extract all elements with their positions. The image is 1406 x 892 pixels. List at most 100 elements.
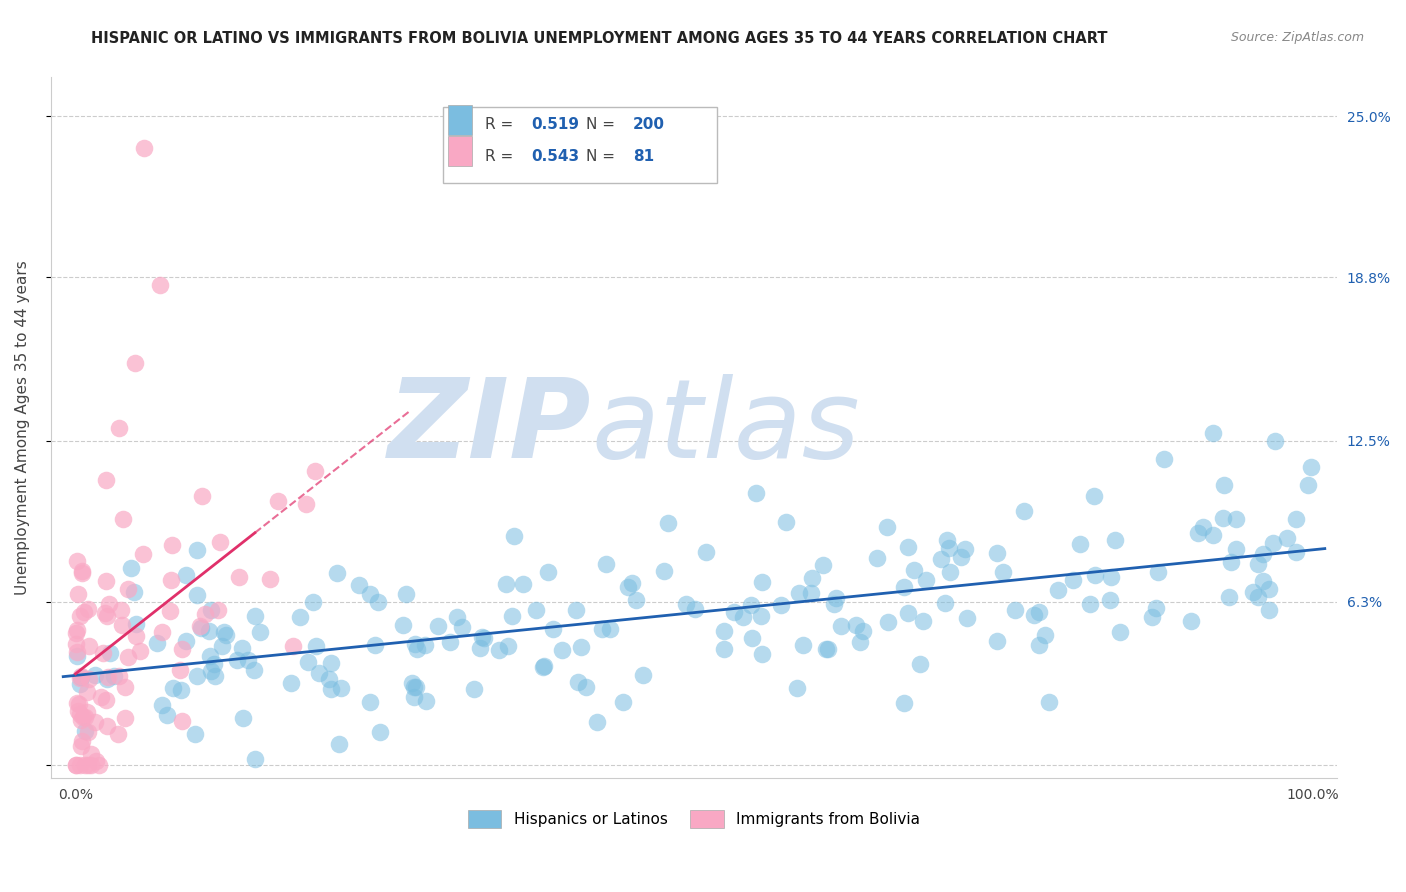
Point [463, 682, 485, 697]
Point [877, 615, 900, 629]
Point [1225, 512, 1247, 526]
Point [111, 511, 134, 525]
Point [787, 586, 810, 600]
Point [146, 635, 169, 649]
Point [801, 571, 824, 585]
Point [243, 752, 266, 766]
Point [77, 758, 100, 772]
Point [326, 566, 349, 580]
Point [1264, 434, 1286, 448]
Point [212, 625, 235, 640]
Point [209, 535, 232, 549]
Point [1069, 537, 1091, 551]
Point [495, 577, 517, 591]
Point [471, 630, 494, 644]
Point [79, 673, 101, 687]
Point [1099, 570, 1122, 584]
Point [281, 639, 304, 653]
Point [69, 676, 91, 690]
Point [501, 608, 523, 623]
Point [1261, 536, 1284, 550]
Point [1225, 541, 1247, 556]
Point [751, 575, 773, 590]
Point [211, 639, 233, 653]
Point [77, 725, 100, 739]
Text: N =: N = [586, 149, 620, 163]
Point [132, 140, 155, 154]
Point [617, 580, 640, 594]
Point [75, 710, 97, 724]
Point [595, 558, 617, 572]
Point [415, 694, 437, 708]
Point [498, 639, 520, 653]
Point [96, 693, 118, 707]
Point [472, 631, 495, 645]
Point [439, 635, 461, 649]
Point [308, 666, 330, 681]
Text: N =: N = [586, 118, 620, 132]
Point [108, 421, 131, 435]
Point [80, 758, 103, 772]
Point [215, 628, 238, 642]
Point [1298, 478, 1320, 492]
Point [124, 356, 146, 370]
Text: 200: 200 [633, 118, 665, 132]
Text: R =: R = [485, 149, 519, 163]
Point [228, 570, 250, 584]
Point [1285, 511, 1308, 525]
Point [98, 646, 121, 660]
Point [695, 544, 717, 558]
Point [66, 554, 89, 568]
Point [84, 667, 107, 681]
Point [1213, 478, 1236, 492]
Point [537, 565, 560, 579]
Point [427, 619, 450, 633]
Point [569, 640, 592, 655]
Point [364, 638, 387, 652]
Point [73, 605, 96, 619]
Point [90, 690, 112, 705]
Point [202, 657, 225, 671]
Point [1062, 573, 1084, 587]
Point [1241, 585, 1264, 599]
Point [915, 573, 938, 587]
Point [194, 607, 217, 621]
Point [249, 624, 271, 639]
Point [156, 708, 179, 723]
Point [1142, 610, 1164, 624]
Point [852, 624, 875, 639]
Point [150, 698, 173, 713]
Point [405, 680, 427, 694]
Point [84, 754, 107, 768]
Point [120, 561, 142, 575]
Point [586, 714, 609, 729]
Point [1247, 558, 1270, 572]
Point [1202, 528, 1225, 542]
Point [305, 639, 328, 653]
Point [683, 601, 706, 615]
Point [675, 597, 697, 611]
Point [751, 647, 773, 661]
Point [66, 587, 89, 601]
Point [792, 639, 814, 653]
Point [451, 620, 474, 634]
Point [512, 576, 534, 591]
Point [1218, 590, 1240, 604]
Text: Source: ZipAtlas.com: Source: ZipAtlas.com [1230, 31, 1364, 45]
Point [612, 695, 634, 709]
Point [318, 672, 340, 686]
Point [1299, 460, 1322, 475]
Point [1187, 525, 1209, 540]
Point [1004, 603, 1026, 617]
Point [876, 520, 898, 534]
Point [931, 551, 953, 566]
Point [117, 650, 139, 665]
Point [657, 516, 679, 530]
Point [1275, 532, 1298, 546]
Point [599, 622, 621, 636]
Point [117, 582, 139, 596]
Point [280, 676, 302, 690]
Point [823, 597, 845, 611]
Point [786, 681, 808, 695]
Point [392, 617, 415, 632]
